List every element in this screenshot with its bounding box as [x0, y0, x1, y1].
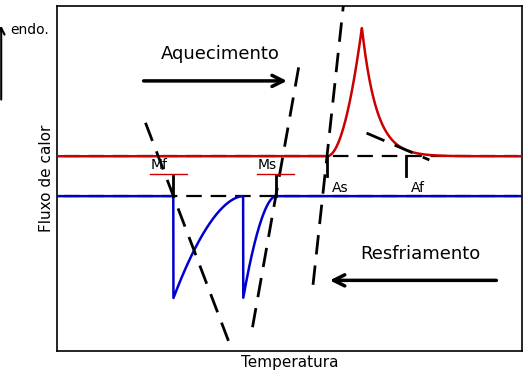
Text: endo.: endo. — [11, 23, 49, 36]
Y-axis label: Fluxo de calor: Fluxo de calor — [39, 125, 54, 232]
Text: Resfriamento: Resfriamento — [360, 245, 480, 263]
Text: Mf: Mf — [150, 158, 167, 172]
Text: Af: Af — [411, 180, 425, 195]
X-axis label: Temperatura: Temperatura — [241, 355, 338, 370]
Text: Aquecimento: Aquecimento — [161, 45, 279, 63]
Text: Ms: Ms — [257, 158, 276, 172]
Text: As: As — [332, 180, 348, 195]
